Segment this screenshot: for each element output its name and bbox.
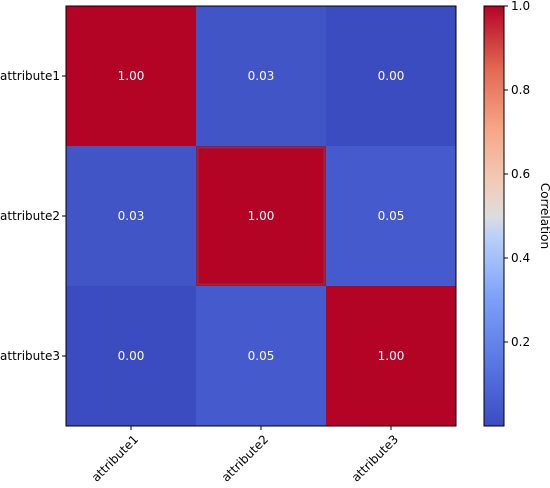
heatmap-cell-r2-c1	[66, 146, 196, 286]
y-axis-tick-label: attribute2	[0, 209, 60, 223]
heatmap-cell-r1-c1	[66, 6, 196, 146]
cell-value-label: 0.03	[118, 209, 145, 223]
colorbar-label: Correlation	[538, 183, 550, 249]
cell-value-label: 0.00	[378, 69, 405, 83]
y-axis-tick-label: attribute3	[0, 349, 60, 363]
colorbar-gradient	[483, 5, 505, 427]
cell-value-label: 1.00	[378, 349, 405, 363]
x-axis-tick-label: attribute2	[219, 432, 271, 484]
cell-value-label: 0.05	[248, 349, 275, 363]
heatmap-cell-r2-c2	[196, 146, 326, 286]
colorbar-tick-label: 0.4	[511, 251, 530, 265]
cell-value-label: 0.05	[378, 209, 405, 223]
colorbar-tick-label: 1.0	[511, 0, 530, 13]
heatmap-annotations: 1.00 0.03 0.00 0.03 1.00 0.05 0.00 0.05 1.00	[118, 69, 405, 363]
cell-value-label: 1.00	[118, 69, 145, 83]
cell-value-label: 0.00	[118, 349, 145, 363]
heatmap-cell-r1-c2	[196, 6, 326, 146]
colorbar-tick-label: 0.6	[511, 167, 530, 181]
x-axis-tick-label: attribute1	[89, 432, 141, 484]
x-axis-tick-label: attribute3	[349, 432, 401, 484]
heatmap-cell-r1-c3	[326, 6, 456, 146]
colorbar: 0.2 0.4 0.6 0.8 1.0 Correlation	[483, 0, 550, 427]
cell-value-label: 1.00	[248, 209, 275, 223]
colorbar-tick-label: 0.8	[511, 83, 530, 97]
heatmap-cell-r3-c2	[196, 286, 326, 426]
colorbar-tick-label: 0.2	[511, 335, 530, 349]
cell-value-label: 0.03	[248, 69, 275, 83]
y-axis: attribute1 attribute2 attribute3	[0, 69, 66, 363]
heatmap-cell-r3-c1	[66, 286, 196, 426]
highlighted-cell-outline	[196, 146, 326, 286]
heatmap-cell-r3-c3	[326, 286, 456, 426]
x-axis: attribute1 attribute2 attribute3	[89, 426, 401, 485]
heatmap-cell-r2-c3	[326, 146, 456, 286]
y-axis-tick-label: attribute1	[0, 69, 60, 83]
colorbar-ticks: 0.2 0.4 0.6 0.8 1.0	[504, 0, 530, 349]
heatmap-cells	[66, 6, 456, 426]
